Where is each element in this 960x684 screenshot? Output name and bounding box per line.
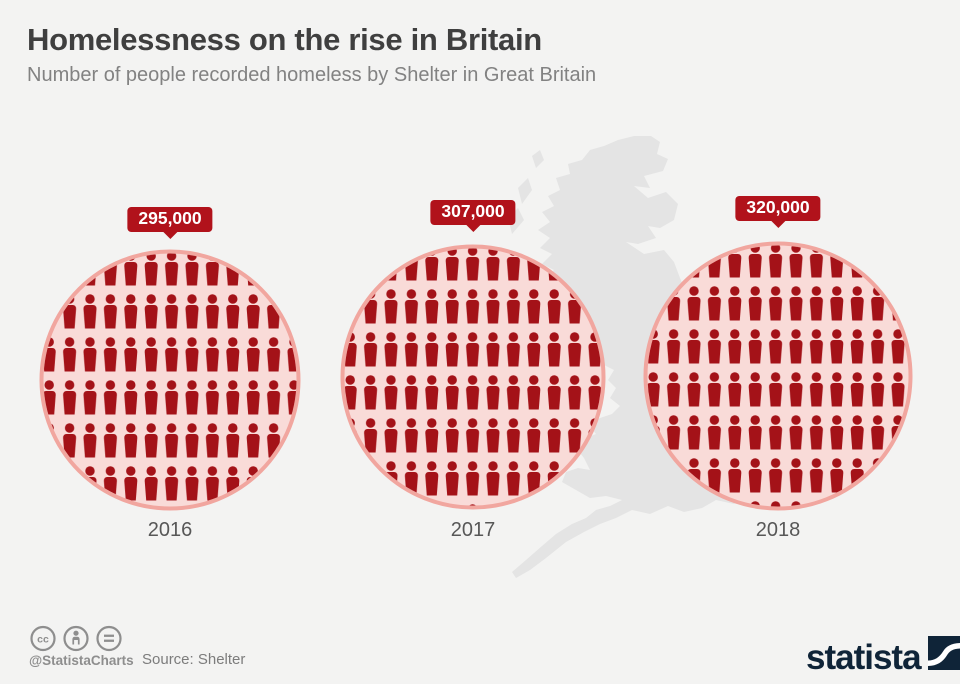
value-label-2017: 307,000	[441, 201, 505, 221]
source-text: Source: Shelter	[142, 651, 246, 668]
value-label-2016: 295,000	[138, 208, 202, 228]
pictogram-circle-2016	[39, 249, 301, 511]
badge-pointer-icon	[465, 224, 480, 232]
badge-pointer-icon	[770, 220, 785, 228]
statista-logo: statista	[806, 636, 960, 675]
statista-logo-mark-icon	[927, 636, 960, 675]
value-label-2018: 320,000	[746, 197, 810, 217]
attribution-person-icon	[63, 625, 89, 652]
badge-pointer-icon	[162, 231, 177, 239]
year-label-2017: 2017	[450, 519, 496, 541]
value-badge-2017: 307,000	[430, 200, 516, 232]
page-title: Homelessness on the rise in Britain	[27, 22, 542, 57]
person-pictogram-fill-2018	[647, 245, 909, 507]
statista-charts-handle: @StatistaCharts	[29, 653, 134, 668]
value-badge-2016: 295,000	[127, 207, 213, 239]
cc-icon	[30, 625, 56, 652]
pictogram-circle-2018	[643, 241, 913, 511]
year-label-2018: 2018	[755, 519, 801, 541]
svg-text:cc: cc	[37, 634, 49, 646]
person-pictogram-fill-2017	[344, 248, 602, 506]
license-icons: cc	[29, 625, 129, 657]
value-badge-2018: 320,000	[735, 196, 821, 228]
person-pictogram-fill-2016	[43, 253, 297, 507]
year-label-2016: 2016	[147, 519, 193, 541]
pictogram-circle-2017	[340, 244, 606, 510]
statista-wordmark: statista	[806, 638, 922, 677]
equals-icon	[96, 625, 122, 652]
page-subtitle: Number of people recorded homeless by Sh…	[27, 64, 597, 86]
